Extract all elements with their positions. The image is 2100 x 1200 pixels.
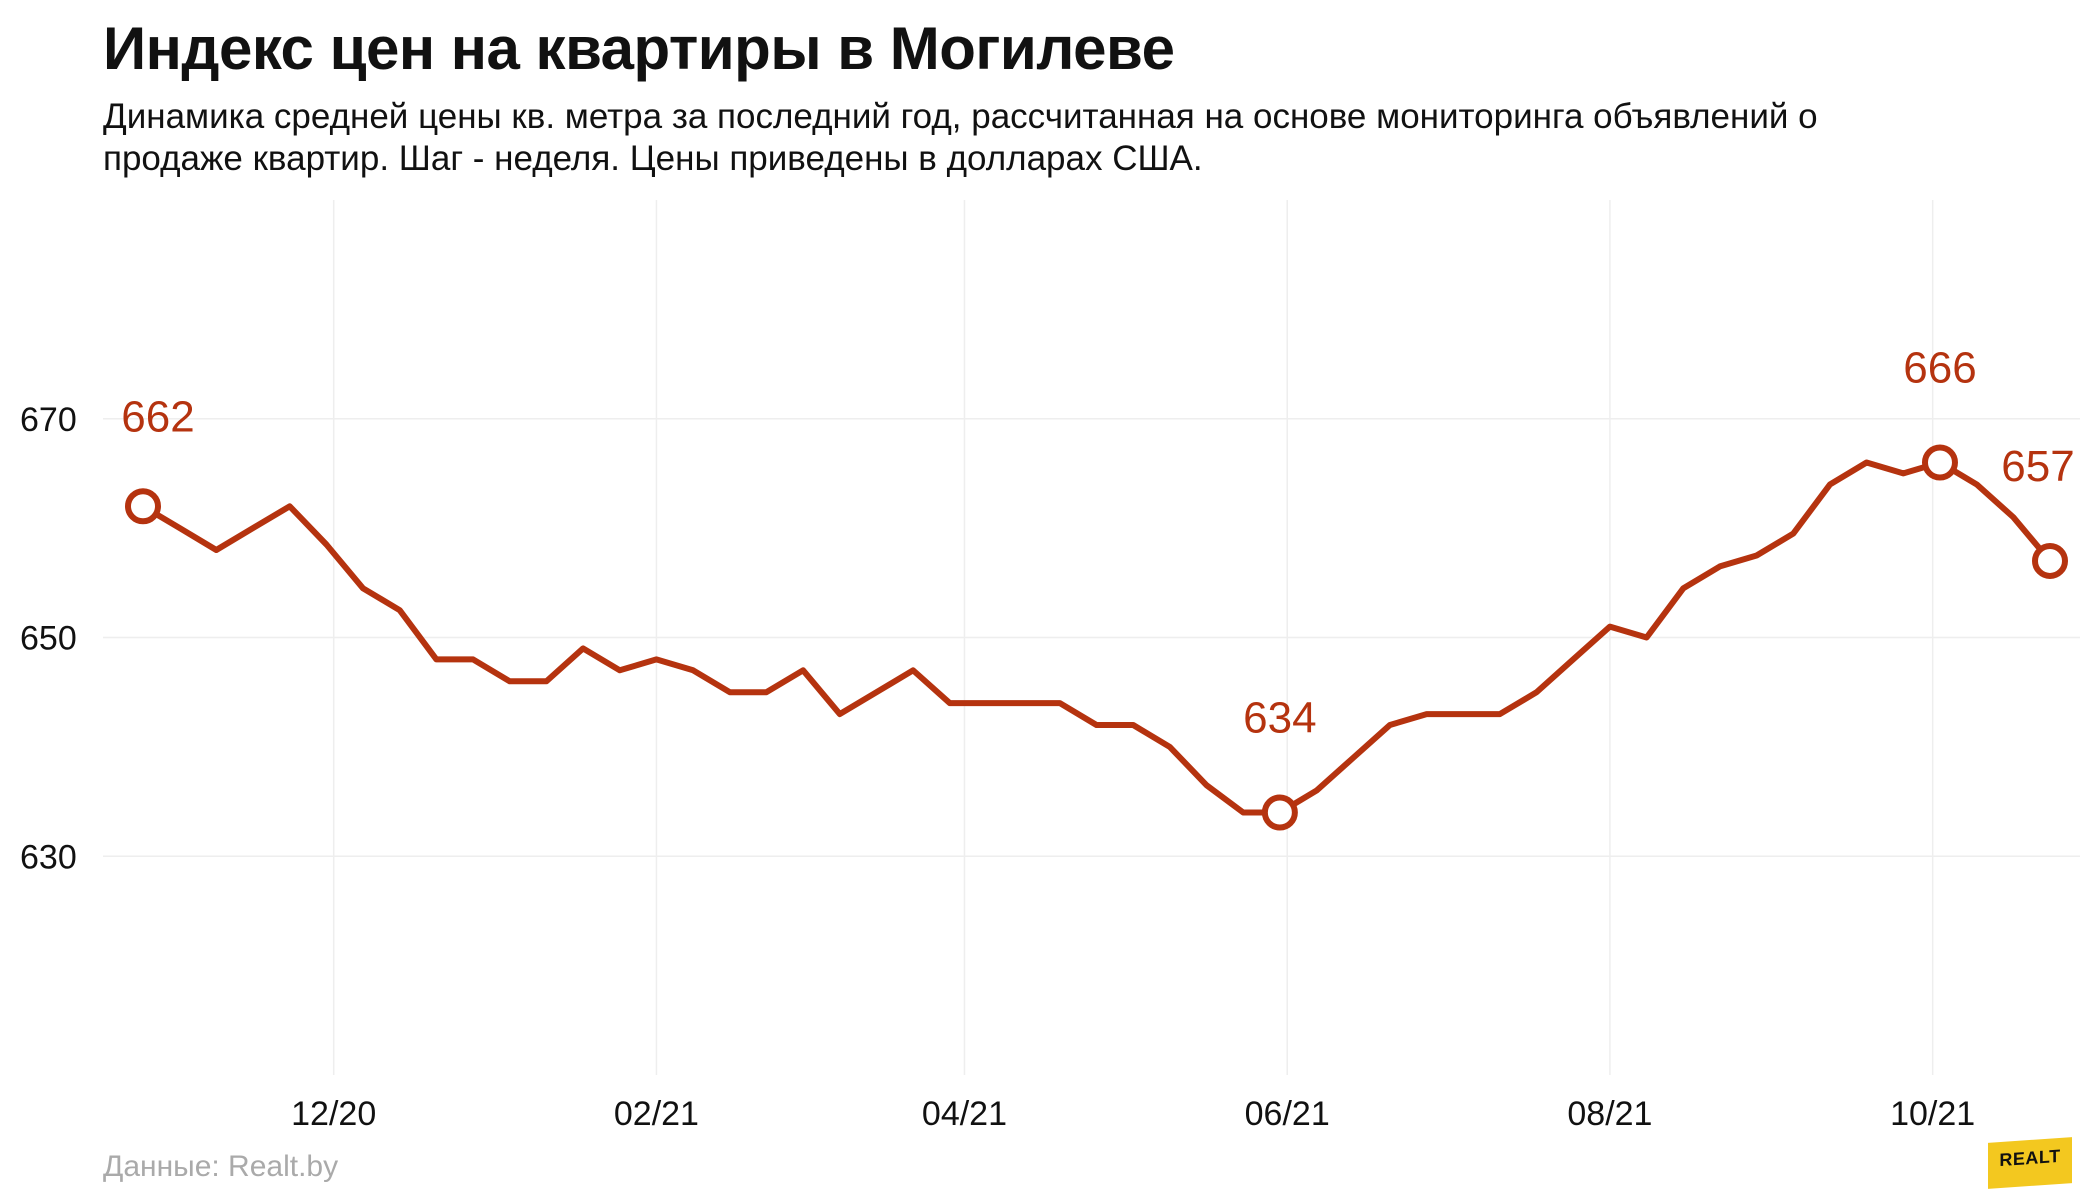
logo-text: REALT [1999, 1145, 2061, 1171]
realt-logo: REALT [1988, 1137, 2072, 1189]
x-tick-label: 12/20 [291, 1095, 376, 1133]
x-tick-label: 04/21 [922, 1095, 1007, 1133]
y-tick-label: 670 [20, 401, 77, 439]
y-axis-ticks: 630 650 670 [20, 401, 77, 877]
x-tick-label: 02/21 [614, 1095, 699, 1133]
data-source-note: Данные: Realt.by [103, 1150, 339, 1183]
y-tick-label: 650 [20, 620, 77, 658]
chart-subtitle: Динамика средней цены кв. метра за после… [103, 97, 1818, 178]
annotation-label: 666 [1903, 344, 1976, 393]
annotation-marker [125, 488, 161, 525]
x-tick-label: 10/21 [1890, 1095, 1975, 1133]
annotation-marker [2032, 542, 2068, 579]
price-index-line [140, 459, 2053, 816]
x-tick-label: 08/21 [1567, 1095, 1652, 1133]
annotations: 662 634 666 657 [121, 344, 2075, 831]
y-tick-label: 630 [20, 838, 77, 876]
annotation-label: 657 [2001, 442, 2074, 491]
grid [103, 200, 2080, 1075]
x-tick-label: 06/21 [1245, 1095, 1330, 1133]
annotation-marker [1261, 794, 1298, 831]
chart-title: Индекс цен на квартиры в Могилеве [103, 15, 1175, 82]
annotation-label: 662 [121, 392, 194, 441]
series [140, 459, 2053, 816]
annotation-label: 634 [1243, 694, 1316, 743]
annotation-marker [1921, 444, 1958, 481]
x-axis-ticks: 12/20 02/21 04/21 06/21 08/21 10/21 [291, 1095, 1975, 1133]
